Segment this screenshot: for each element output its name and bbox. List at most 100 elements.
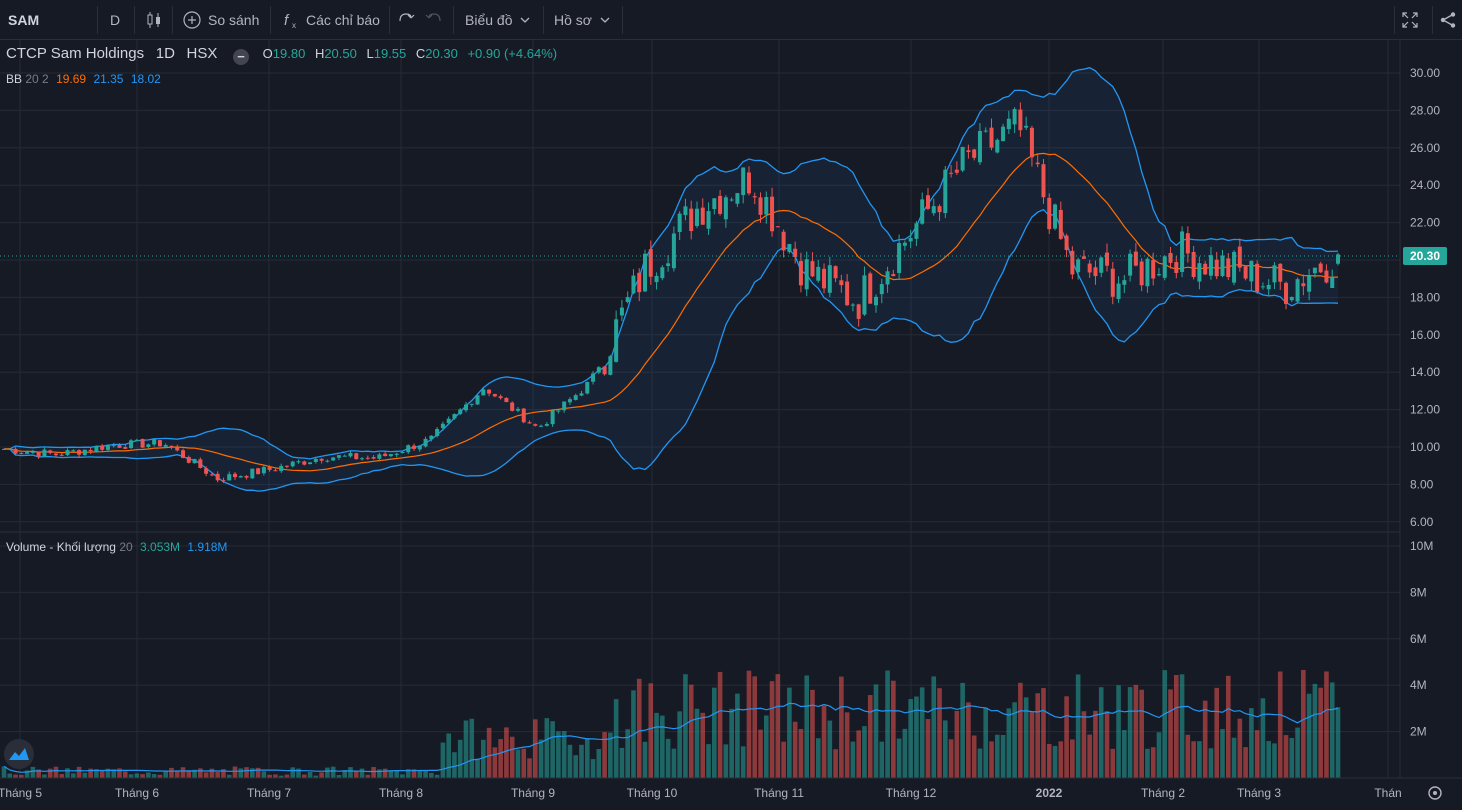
candle-body [694, 208, 699, 226]
candle-body [105, 445, 110, 450]
redo-button[interactable] [425, 0, 443, 40]
volume-axis[interactable]: 10M 8M 6M 4M 2M [1410, 539, 1433, 739]
candle-body [666, 263, 671, 266]
gear-center [1433, 791, 1437, 795]
price-volume-chart[interactable]: 30.0028.0026.0024.0022.0020.0018.0016.00… [0, 40, 1462, 810]
candle-body [983, 130, 988, 132]
candle-body [949, 172, 954, 174]
volume-bar [775, 674, 781, 778]
interval-button[interactable]: D [110, 12, 121, 28]
settings-button[interactable] [1428, 786, 1442, 800]
volume-bar [1220, 729, 1225, 778]
candle-body [995, 139, 1000, 153]
volume-bar [284, 774, 290, 778]
volume-bar [94, 769, 99, 778]
volume-bar [1254, 730, 1260, 778]
volume-bar [1318, 687, 1323, 778]
volume-bar [896, 738, 902, 778]
time-axis[interactable]: Tháng 5 Tháng 6 Tháng 7 Tháng 8 Tháng 9 Tháng… [0, 786, 1402, 800]
tradingview-logo[interactable] [4, 739, 34, 769]
candle-body [706, 211, 711, 229]
candle-body [250, 468, 255, 479]
volume-bar [1018, 682, 1023, 778]
candle-body [163, 445, 168, 447]
volume-legend[interactable]: Volume - Khối lượng 20 3.053M 1.918M [6, 540, 227, 554]
candle-body [152, 439, 157, 445]
volume-bar [330, 766, 336, 778]
volume-bar [763, 715, 769, 778]
candle-body [365, 457, 370, 459]
profile-label: Hồ sơ [554, 12, 592, 28]
volume-bar [157, 774, 163, 778]
candle-body [718, 195, 723, 214]
function-icon: f x [284, 12, 296, 30]
volume-bar [1225, 675, 1231, 778]
undo-button[interactable] [398, 0, 416, 40]
volume-bar [619, 747, 625, 778]
candle-body [729, 199, 734, 201]
chart-type-menu[interactable]: Biểu đồ [465, 0, 532, 40]
volume-bar [319, 772, 324, 778]
volume-bar [925, 719, 931, 778]
volume-bar [885, 670, 890, 778]
bb-legend[interactable]: BB 20 2 19.69 21.35 18.02 [6, 72, 161, 86]
fullscreen-button[interactable] [1401, 0, 1419, 40]
volume-bar [596, 749, 602, 778]
toolbar-divider [1432, 6, 1433, 34]
symbol-search-button[interactable]: SAM [8, 12, 40, 28]
candle-body [822, 268, 827, 289]
volume-bar [1, 766, 7, 778]
legend-title[interactable]: CTCP Sam Holdings [6, 45, 145, 62]
price-axis[interactable]: 30.0028.0026.0024.0022.0020.0018.0016.00… [1410, 66, 1440, 529]
candle-body [1324, 270, 1329, 283]
volume-bar [65, 768, 70, 778]
candle-body [192, 459, 197, 464]
candle-body [59, 454, 64, 456]
volume-bar [1116, 685, 1121, 778]
volume-bar [567, 744, 573, 778]
candle-body [19, 452, 24, 454]
volume-bar [53, 766, 59, 778]
time-tick-label: Tháng 9 [511, 786, 555, 800]
candle-body [492, 394, 497, 397]
legend-interval: 1D [155, 45, 175, 62]
toolbar-divider [270, 6, 271, 34]
ohlc-l-value: 19.55 [373, 46, 407, 61]
volume-tick-label: 10M [1410, 539, 1433, 553]
candle-body [943, 169, 948, 214]
volume-bar [850, 741, 856, 778]
chart-container[interactable]: 30.0028.0026.0024.0022.0020.0018.0016.00… [0, 40, 1462, 810]
candle-body [839, 280, 844, 286]
indicators-button[interactable]: f x Các chỉ báo [282, 0, 380, 40]
collapse-legend-button[interactable]: − [233, 49, 250, 65]
candle-body [539, 425, 544, 427]
candles-style-button[interactable] [143, 0, 165, 40]
candle-body [862, 275, 867, 315]
volume-bar [226, 774, 232, 778]
compare-button[interactable]: So sánh [182, 0, 259, 40]
profile-menu[interactable]: Hồ sơ [554, 0, 612, 40]
volume-bar [70, 773, 76, 778]
time-tick-label: Tháng 10 [627, 786, 678, 800]
volume-bar [660, 715, 665, 778]
candle-body [544, 424, 549, 426]
candle-body [157, 440, 162, 447]
candle-body [931, 206, 936, 214]
share-button[interactable] [1439, 0, 1457, 40]
candle-body [1018, 109, 1023, 131]
volume-bar [1260, 698, 1266, 778]
candle-body [1208, 255, 1213, 276]
time-tick-label: Tháng 8 [379, 786, 423, 800]
candle-body [1122, 280, 1127, 285]
candle-body [972, 149, 977, 158]
volume-bar [88, 768, 93, 778]
candle-body [1180, 231, 1185, 272]
candle-body [209, 474, 214, 476]
volume-bar [1041, 688, 1046, 778]
volume-bar [457, 739, 463, 778]
volume-bar [400, 774, 405, 778]
time-tick-label: 2022 [1036, 786, 1063, 800]
candle-body [267, 466, 272, 470]
candle-body [198, 459, 203, 468]
bb-params: 20 2 [25, 72, 49, 86]
